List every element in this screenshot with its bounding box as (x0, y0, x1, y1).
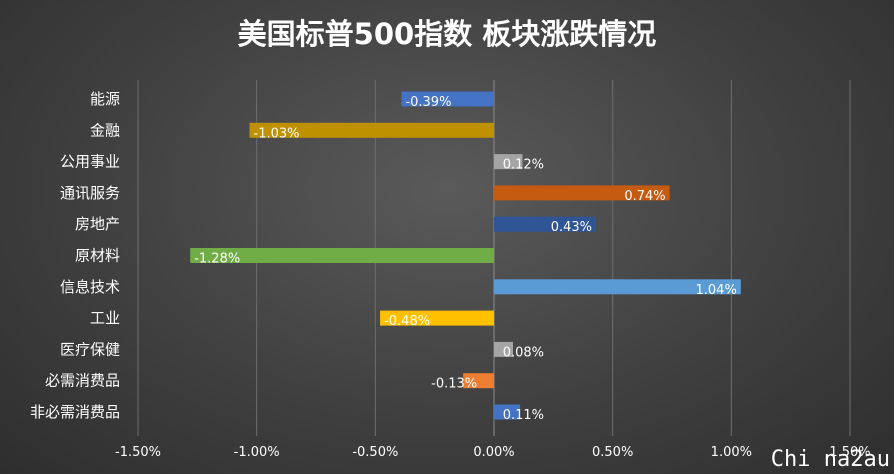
category-label: 信息技术 (60, 278, 120, 296)
data-label: 0.11% (503, 408, 544, 423)
data-label: 0.12% (503, 158, 544, 173)
data-labels: -0.39% -1.03% 0.12% 0.74% 0.43% -1.28% 1.04% -0… (194, 95, 737, 423)
category-label: 金融 (90, 121, 120, 139)
category-label: 能源 (90, 90, 120, 108)
category-label: 必需消费品 (45, 372, 120, 390)
bars (190, 91, 741, 420)
bar (494, 404, 521, 420)
category-label: 通讯服务 (60, 184, 120, 202)
bar (494, 216, 597, 232)
x-tick-label: 0.50% (592, 445, 633, 460)
category-label: 医疗保健 (60, 340, 120, 358)
category-label: 原材料 (75, 247, 120, 265)
bar (190, 248, 495, 263)
bar (494, 154, 523, 170)
watermark: Chi na2au (770, 447, 890, 472)
x-tick-label: 0.00% (473, 445, 514, 460)
x-tick-labels: -1.50% -1.00% -0.50% 0.00% 0.50% 1.00% 1.50% (115, 445, 871, 460)
bar (249, 122, 494, 138)
data-label: -1.28% (194, 252, 240, 267)
x-tick-label: -0.50% (352, 445, 398, 460)
bar (380, 310, 494, 326)
chart-title: 美国标普500指数 板块涨跌情况 (238, 17, 657, 51)
data-label: -1.03% (254, 126, 300, 141)
data-label: 1.04% (696, 283, 737, 298)
bar (494, 279, 741, 295)
category-label: 房地产 (75, 215, 120, 233)
bar (494, 185, 670, 201)
bar (494, 341, 513, 357)
data-label: -0.48% (384, 314, 430, 329)
category-label: 工业 (90, 309, 120, 327)
category-label: 公用事业 (60, 153, 120, 171)
data-label: 0.43% (551, 220, 592, 235)
data-label: 0.74% (624, 189, 665, 204)
data-label: -0.39% (405, 95, 451, 110)
category-label: 非必需消费品 (30, 403, 120, 421)
data-label: -0.13% (431, 377, 477, 392)
data-label: 0.08% (503, 345, 544, 360)
bar (463, 373, 494, 389)
x-tick-label: -1.00% (234, 445, 280, 460)
x-tick-label: -1.50% (115, 445, 161, 460)
x-tick-label: 1.00% (711, 445, 752, 460)
x-tick-label: 1.50% (829, 445, 870, 460)
bar (401, 91, 494, 107)
